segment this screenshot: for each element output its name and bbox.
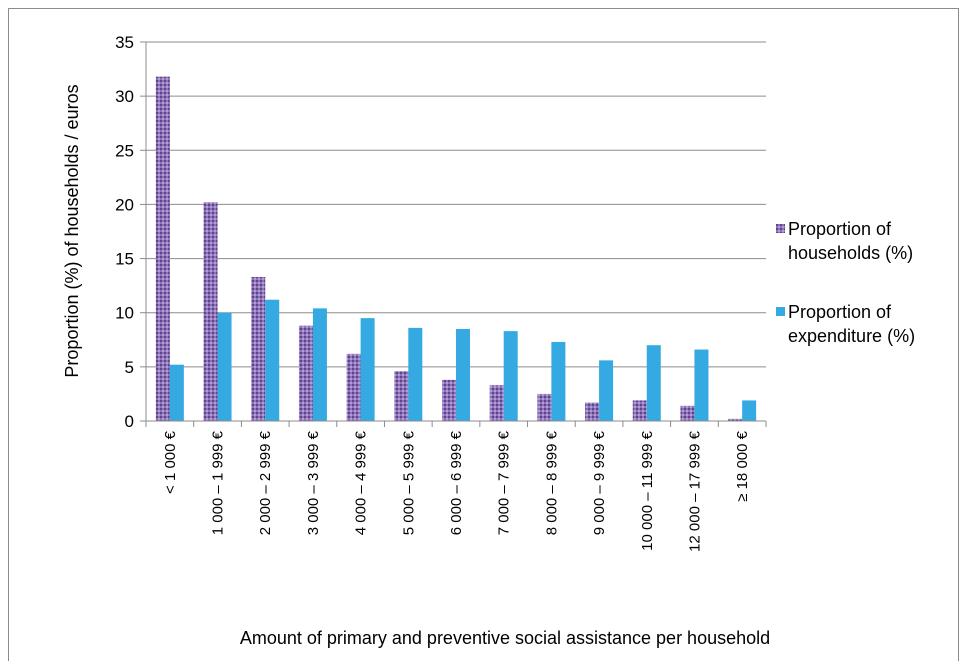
- legend-label: Proportion of: [788, 219, 892, 239]
- bar-households: [537, 393, 552, 421]
- x-axis: [145, 420, 767, 427]
- x-tick-label: 8 000 – 8 999 €: [543, 430, 560, 535]
- bar-expenditure: [456, 328, 470, 421]
- bar-expenditure: [694, 349, 709, 421]
- legend-label: Proportion of: [788, 302, 892, 322]
- y-tick-label: 25: [115, 141, 134, 160]
- x-tick-label: 10 000 – 11 999 €: [639, 430, 656, 550]
- bar-expenditure: [408, 327, 423, 421]
- legend-swatch-expenditure: [776, 307, 785, 316]
- bar-households: [728, 418, 743, 421]
- y-tick-label: 0: [125, 412, 134, 431]
- y-tick-label: 30: [115, 87, 134, 106]
- bar-households: [155, 76, 170, 421]
- y-axis-ticks: 0 5 10 15 20 25 30 35: [115, 33, 147, 431]
- bars: [155, 76, 757, 421]
- bar-households: [632, 400, 647, 421]
- bar-households: [489, 385, 504, 421]
- x-tick-label: 5 000 – 5 999 €: [400, 430, 417, 535]
- x-tick-label: < 1 000 €: [162, 430, 179, 494]
- x-tick-label: 7 000 – 7 999 €: [496, 430, 513, 535]
- bar-expenditure: [217, 312, 232, 421]
- bar-households: [585, 402, 600, 421]
- gridlines: [146, 41, 766, 368]
- bar-expenditure: [551, 341, 566, 421]
- x-tick-label: 6 000 – 6 999 €: [448, 430, 465, 535]
- bar-households: [298, 325, 313, 421]
- x-tick-label: 2 000 – 2 999 €: [257, 430, 274, 535]
- x-tick-label: ≥ 18 000 €: [734, 430, 751, 501]
- chart-frame: [8, 8, 959, 661]
- bar-households: [251, 276, 266, 421]
- y-tick-label: 20: [115, 195, 134, 214]
- y-axis-title: Proportion (%) of households / euros: [62, 84, 82, 377]
- legend-label: expenditure (%): [788, 326, 915, 346]
- bar-expenditure: [312, 308, 327, 421]
- x-tick-label: 1 000 – 1 999 €: [210, 430, 227, 535]
- x-tick-label: 12 000 – 17 999 €: [686, 430, 703, 552]
- bar-expenditure: [646, 345, 661, 421]
- bar-households: [394, 371, 409, 421]
- x-tick-label: 9 000 – 9 999 €: [591, 430, 608, 535]
- y-tick-label: 15: [115, 250, 134, 269]
- bar-households: [442, 379, 456, 421]
- bar-expenditure: [169, 364, 184, 421]
- legend: Proportion of households (%) Proportion of…: [776, 219, 915, 346]
- bar-households: [203, 202, 218, 421]
- y-tick-label: 35: [115, 33, 134, 52]
- y-tick-label: 5: [125, 358, 134, 377]
- legend-swatch-households: [776, 224, 785, 233]
- legend-label: households (%): [788, 243, 913, 263]
- bar-expenditure: [503, 331, 518, 421]
- x-axis-title: Amount of primary and preventive social …: [240, 628, 770, 648]
- bar-expenditure: [265, 299, 280, 421]
- x-tick-label: 4 000 – 4 999 €: [353, 430, 370, 535]
- bar-households: [680, 405, 695, 421]
- bar-households: [346, 353, 361, 421]
- bar-expenditure: [599, 360, 614, 421]
- x-tick-labels: < 1 000 € 1 000 – 1 999 € 2 000 – 2 999 € 3…: [162, 430, 751, 552]
- y-tick-label: 10: [115, 304, 134, 323]
- bar-expenditure: [360, 318, 375, 421]
- x-tick-label: 3 000 – 3 999 €: [305, 430, 322, 535]
- bar-expenditure: [742, 400, 757, 421]
